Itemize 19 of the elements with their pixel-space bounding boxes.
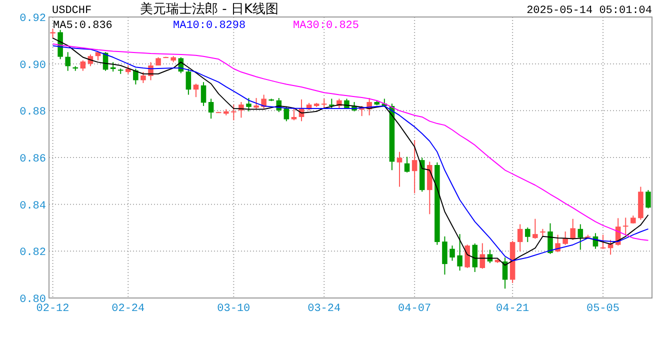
x-tick-label: 03-24 xyxy=(308,303,342,315)
chart-subtitle: USDCHF xyxy=(52,5,92,17)
x-tick-label: 02-24 xyxy=(112,303,146,315)
y-tick-label: 0.82 xyxy=(20,247,46,260)
x-tick-label: 05-05 xyxy=(586,303,620,315)
text: MA10:0.8298 xyxy=(173,20,246,32)
y-tick-label: 0.86 xyxy=(20,154,46,166)
x-tick-label: 04-07 xyxy=(398,303,432,315)
text: 2025-05-14 05:01:04 xyxy=(526,5,652,17)
series-label: MA5:0.836 xyxy=(53,20,112,32)
x-tick-label: 04-21 xyxy=(496,303,530,315)
x-tick-label: 02-12 xyxy=(36,303,70,315)
text: MA30:0.825 xyxy=(293,20,360,32)
y-tick-label: 0.88 xyxy=(20,106,46,119)
x-tick-label: 03-10 xyxy=(217,303,250,315)
chart-title: 美元瑞士法郎 - 日K线图 xyxy=(140,1,278,17)
y-tick-label: 0.90 xyxy=(20,60,46,72)
y-tick-label: 0.84 xyxy=(20,200,46,212)
y-tick-label: 0.92 xyxy=(20,13,46,25)
